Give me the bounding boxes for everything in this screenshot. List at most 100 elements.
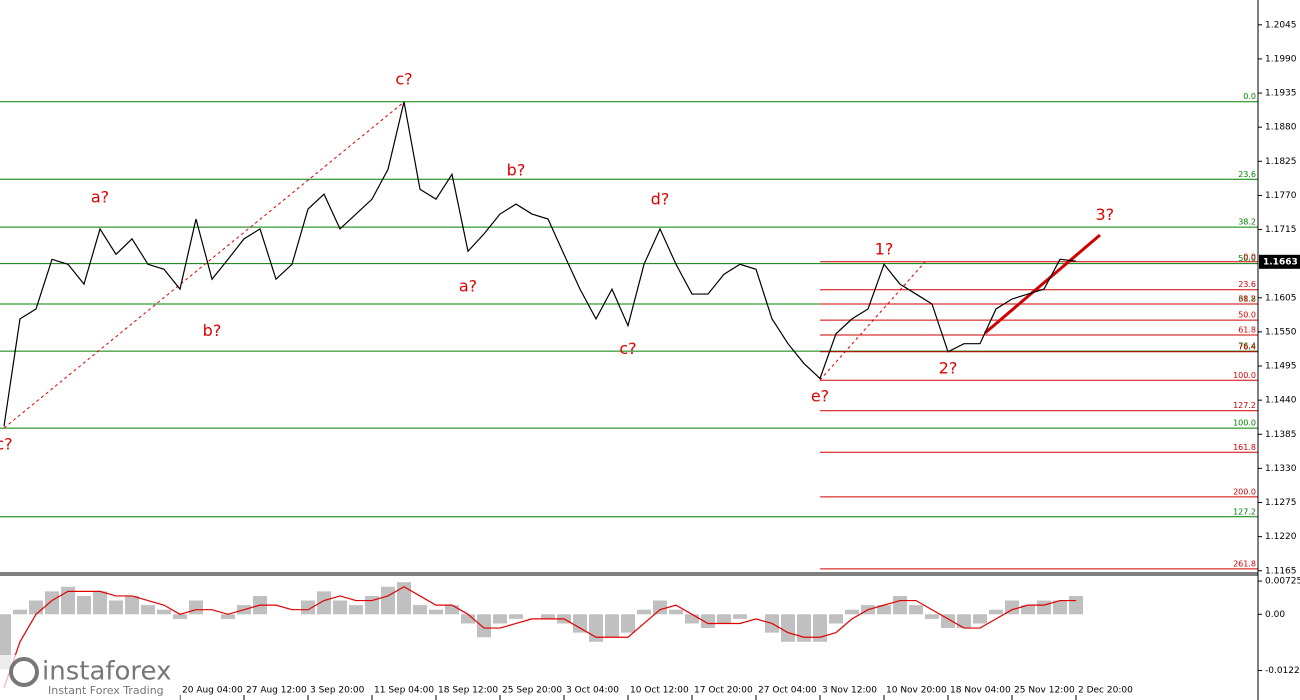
histogram-bar (1053, 600, 1067, 615)
histogram-bar (877, 605, 891, 615)
fib-label: 38.2 (1238, 294, 1256, 303)
histogram-bar (173, 614, 187, 619)
histogram-bar (573, 614, 587, 633)
last-price-label: 1.1663 (1263, 257, 1298, 267)
x-tick-label: 18 Nov 04:00 (950, 686, 1011, 696)
histogram-bar (909, 605, 923, 615)
x-tick-label: 10 Nov 20:00 (886, 686, 947, 696)
fib-label: 127.2 (1233, 507, 1256, 516)
y-tick-label: 1.1825 (1265, 157, 1297, 167)
histogram-bar (717, 614, 731, 624)
x-tick-label: 25 Sep 20:00 (502, 686, 562, 696)
fib-label: 0.0 (1243, 92, 1256, 101)
fib-label: 76.4 (1238, 342, 1256, 351)
trend-line (3, 101, 405, 429)
histogram-bar (797, 614, 811, 642)
wave-label: b? (203, 321, 222, 340)
fib-label: 261.8 (1233, 559, 1256, 568)
histogram-bar (93, 591, 107, 615)
wave-label: c? (0, 434, 13, 453)
histogram-bar (461, 614, 475, 624)
x-tick-label: 11 Sep 04:00 (374, 686, 434, 696)
x-tick-label: 10 Oct 12:00 (630, 686, 689, 696)
y-tick-label: 1.1715 (1265, 225, 1297, 235)
x-tick-label: 20 Aug 04:00 (182, 686, 243, 696)
histogram-bar (829, 614, 843, 624)
trend-line (984, 233, 1101, 335)
y-tick-label: 1.1440 (1265, 396, 1297, 406)
wave-label: d? (651, 189, 670, 208)
watermark: instaforex Instant Forex Trading (0, 655, 180, 700)
signal-line (3, 586, 1076, 688)
fib-label: 38.2 (1238, 218, 1256, 227)
fib-label: 61.8 (1238, 294, 1256, 303)
histogram-bar (1037, 600, 1051, 615)
x-tick-label: 25 Nov 12:00 (1014, 686, 1075, 696)
wave-label: b? (507, 161, 526, 180)
histogram-bar (1069, 595, 1083, 615)
y-tick-label: 1.1385 (1265, 430, 1297, 440)
last-price-box (1259, 254, 1300, 269)
fib-label: 200.0 (1233, 487, 1256, 496)
histogram-bar (29, 600, 43, 615)
fib-label: 161.8 (1233, 443, 1256, 452)
histogram-bar (477, 614, 491, 638)
y-tick-label: 1.1880 (1265, 123, 1297, 133)
histogram-bar (669, 609, 683, 615)
fib-label: 100.0 (1233, 371, 1256, 380)
y-tick-label: 1.1330 (1265, 464, 1297, 474)
y-tick-label: 1.1605 (1265, 293, 1297, 303)
fib-label: 100.0 (1233, 419, 1256, 428)
histogram-bar (813, 614, 827, 642)
histogram-bar (733, 614, 747, 619)
wave-label: 3? (1095, 205, 1114, 224)
fib-label: 50.0 (1238, 254, 1256, 263)
x-tick-label: 18 Sep 12:00 (438, 686, 498, 696)
histogram-bar (493, 614, 507, 624)
x-tick-label: 3 Oct 04:00 (566, 686, 619, 696)
histogram-bar (349, 605, 363, 615)
histogram-bar (141, 605, 155, 615)
histogram-bar (701, 614, 715, 629)
histogram-bar (125, 595, 139, 615)
wave-label: e? (811, 387, 829, 406)
histogram-bar (429, 609, 443, 615)
histogram-bar (941, 614, 955, 629)
histogram-bar (397, 582, 411, 615)
fib-label: 61.8 (1238, 326, 1256, 335)
x-tick-label: 3 Nov 12:00 (822, 686, 877, 696)
histogram-bar (157, 609, 171, 615)
y-tick-label: 1.1935 (1265, 89, 1297, 99)
histogram-bar (893, 595, 907, 615)
histogram-bar (1021, 605, 1035, 615)
histogram-bar (685, 614, 699, 624)
histogram-bar (621, 614, 635, 633)
wave-label: a? (91, 187, 109, 206)
y-tick-label: -0.01226 (1265, 666, 1300, 676)
histogram-bar (77, 595, 91, 615)
fib-label: 76.4 (1238, 342, 1256, 351)
fib-label: 23.6 (1238, 170, 1256, 179)
y-tick-label: 1.2045 (1265, 20, 1297, 30)
fib-label: 50.0 (1238, 311, 1256, 320)
fib-label: 127.2 (1233, 401, 1256, 410)
y-tick-label: 1.1275 (1265, 498, 1297, 508)
histogram-bar (221, 614, 235, 619)
y-tick-label: 1.1550 (1265, 327, 1297, 337)
y-tick-label: 1.1770 (1265, 191, 1297, 201)
x-tick-label: 27 Oct 04:00 (758, 686, 817, 696)
brand: instaforex (42, 657, 171, 687)
histogram-bar (301, 600, 315, 615)
histogram-bar (413, 605, 427, 615)
trend-line (819, 261, 926, 381)
fib-label: 23.6 (1238, 280, 1256, 289)
histogram-bar (109, 600, 123, 615)
histogram-bar (333, 600, 347, 615)
wave-label: 2? (939, 359, 958, 378)
histogram-bar (957, 614, 971, 629)
histogram-bar (0, 614, 11, 670)
histogram-bar (45, 591, 59, 615)
histogram-bar (653, 600, 667, 615)
y-tick-label: 1.1220 (1265, 532, 1297, 542)
